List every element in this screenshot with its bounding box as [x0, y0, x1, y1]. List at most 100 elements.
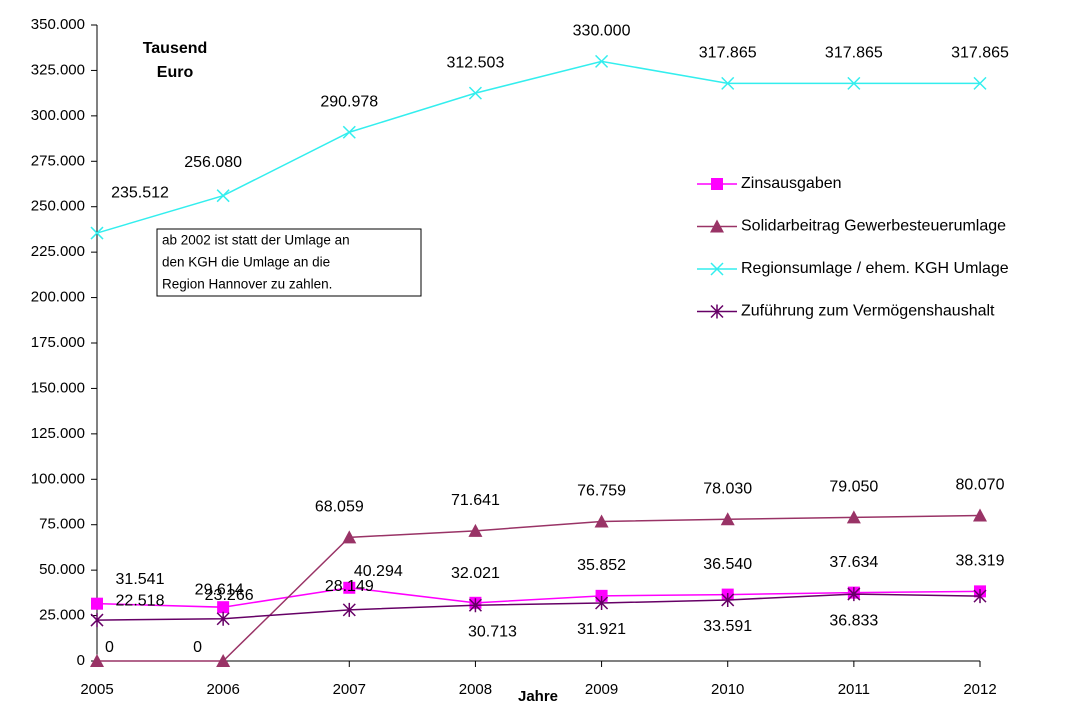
- data-label: 31.921: [577, 621, 626, 638]
- annotation: ab 2002 ist statt der Umlage an: [162, 233, 350, 248]
- data-label: 35.852: [577, 557, 626, 574]
- y-tick-label: 0: [77, 652, 85, 669]
- data-point: [595, 589, 608, 602]
- data-point: [343, 581, 356, 594]
- data-point: [973, 508, 987, 522]
- data-label: 312.503: [447, 54, 505, 71]
- data-label: 80.070: [956, 477, 1005, 494]
- data-label: 79.050: [829, 479, 878, 496]
- legend-label: Regionsumlage / ehem. KGH Umlage: [741, 260, 1009, 277]
- legend-marker: [710, 262, 724, 276]
- y-tick-label: 125.000: [31, 425, 85, 442]
- data-point: [342, 530, 357, 544]
- y-tick-label: 225.000: [31, 243, 85, 260]
- data-point: [847, 587, 861, 602]
- series-line: [96, 587, 981, 608]
- legend-label: Solidarbeitrag Gewerbesteuerumlage: [741, 218, 1006, 235]
- data-label: 38.319: [956, 553, 1005, 570]
- data-point: [721, 76, 735, 90]
- data-point: [973, 589, 987, 604]
- y-tick-label: 250.000: [31, 198, 85, 215]
- x-tick-label: 2006: [206, 681, 239, 698]
- data-label: 78.030: [703, 480, 752, 497]
- data-point: [595, 54, 609, 68]
- data-label: 235.512: [111, 184, 169, 201]
- x-tick-label: 2008: [459, 681, 492, 698]
- data-label: 76.759: [577, 483, 626, 500]
- legend-marker: [711, 178, 723, 190]
- data-label: 317.865: [951, 45, 1009, 62]
- data-point: [90, 226, 104, 240]
- data-point: [595, 595, 609, 610]
- data-point: [216, 189, 230, 203]
- y-tick-label: 275.000: [31, 152, 85, 169]
- data-point: [90, 613, 104, 628]
- legend-marker: [710, 219, 724, 233]
- data-label: 36.833: [829, 612, 878, 629]
- data-label: 29.614: [195, 581, 244, 598]
- data-label: 28.149: [325, 578, 374, 595]
- data-label: 40.294: [354, 563, 403, 580]
- y-tick-label: 25.000: [39, 607, 85, 624]
- data-label: 68.059: [315, 499, 364, 516]
- data-label: 290.978: [320, 93, 378, 110]
- data-point: [468, 523, 483, 537]
- y-tick-label: 100.000: [31, 470, 85, 487]
- x-tick-label: 2011: [838, 681, 870, 698]
- series-line: [97, 514, 981, 662]
- y-tick-label: 75.000: [39, 516, 85, 533]
- annotation: den KGH die Umlage an die: [162, 255, 330, 270]
- data-label: 256.080: [184, 154, 242, 171]
- y-axis-label: Euro: [157, 64, 194, 81]
- y-tick-label: 175.000: [31, 334, 85, 351]
- x-tick-label: 2005: [80, 681, 113, 698]
- data-point: [216, 654, 231, 667]
- x-tick-label: 2007: [333, 681, 366, 698]
- data-point: [468, 598, 482, 613]
- data-label: 0: [193, 639, 202, 656]
- data-point: [847, 76, 861, 90]
- data-label: 0: [105, 639, 114, 656]
- y-axis-label: Tausend: [143, 40, 208, 57]
- y-tick-label: 325.000: [31, 61, 85, 78]
- data-label: 71.641: [451, 492, 500, 509]
- legend-marker: [710, 304, 724, 319]
- y-tick-label: 50.000: [39, 561, 85, 578]
- x-tick-label: 2009: [585, 681, 618, 698]
- data-label: 317.865: [825, 45, 883, 62]
- data-point: [594, 514, 609, 528]
- data-point: [217, 601, 230, 614]
- legend-label: Zinsausgaben: [741, 175, 842, 192]
- data-label: 22.518: [116, 592, 165, 609]
- data-point: [342, 125, 356, 139]
- annotation-box: [156, 228, 422, 297]
- data-label: 23.266: [205, 587, 254, 604]
- data-label: 36.540: [703, 556, 752, 573]
- x-axis-label: Jahre: [518, 688, 558, 704]
- data-point: [468, 86, 482, 100]
- data-point: [342, 602, 356, 617]
- data-point: [720, 512, 735, 526]
- data-label: 30.713: [468, 623, 517, 640]
- data-point: [721, 592, 735, 607]
- data-point: [973, 76, 987, 90]
- y-tick-label: 200.000: [31, 289, 85, 306]
- annotation: Region Hannover zu zahlen.: [162, 277, 332, 292]
- data-label: 330.000: [573, 23, 631, 40]
- y-tick-label: 150.000: [31, 379, 85, 396]
- data-point: [91, 597, 103, 610]
- x-tick-label: 2010: [711, 681, 744, 698]
- data-point: [216, 611, 230, 626]
- x-tick-label: 2012: [963, 681, 996, 698]
- data-label: 37.634: [829, 554, 878, 571]
- data-label: 31.541: [116, 571, 165, 588]
- data-label: 317.865: [699, 45, 757, 62]
- data-point: [846, 510, 861, 524]
- series-line: [96, 593, 981, 621]
- series-line: [96, 60, 980, 234]
- y-tick-label: 350.000: [31, 16, 85, 33]
- legend-label: Zuführung zum Vermögenshaushalt: [741, 303, 995, 320]
- data-point: [90, 654, 104, 667]
- data-label: 33.591: [703, 618, 752, 635]
